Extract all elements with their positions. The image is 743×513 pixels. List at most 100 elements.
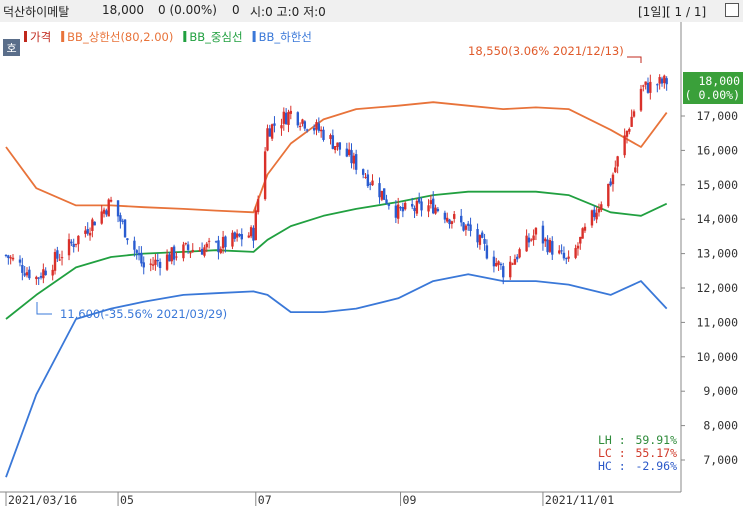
candle-111 xyxy=(366,169,370,188)
candle-120 xyxy=(396,197,400,224)
stat-value-0: 59.91% xyxy=(635,433,677,447)
candle-193 xyxy=(632,109,636,118)
candle-181 xyxy=(595,206,598,224)
stock-name[interactable]: 덕산하이메탈 xyxy=(3,5,70,19)
candle-body-36 xyxy=(121,220,124,222)
candle-95 xyxy=(315,119,318,136)
candle-body-30 xyxy=(102,209,106,214)
candle-94 xyxy=(312,124,316,135)
candle-165 xyxy=(544,237,547,247)
candle-3 xyxy=(11,253,15,262)
candle-body-41 xyxy=(137,252,141,256)
candle-body-111 xyxy=(366,174,370,187)
candle-136 xyxy=(448,218,451,229)
candle-body-160 xyxy=(527,237,531,243)
candle-body-177 xyxy=(581,228,584,239)
candle-body-15 xyxy=(53,252,57,271)
candle-body-62 xyxy=(205,243,208,248)
candle-23 xyxy=(77,235,80,252)
candle-172 xyxy=(565,257,568,265)
candle-110 xyxy=(364,172,367,179)
candle-69 xyxy=(231,230,234,250)
candle-168 xyxy=(551,236,554,260)
candle-body-42 xyxy=(140,252,143,264)
y-tick-label-7: 14,000 xyxy=(696,212,738,226)
candle-body-34 xyxy=(116,200,120,217)
candle-102 xyxy=(336,142,339,151)
candle-body-151 xyxy=(497,261,500,265)
candle-body-148 xyxy=(485,245,489,259)
candle-body-167 xyxy=(548,239,552,252)
candle-body-82 xyxy=(270,124,274,139)
candle-163 xyxy=(534,227,538,241)
candle-body-133 xyxy=(436,208,440,212)
candle-92 xyxy=(303,120,307,132)
candle-107 xyxy=(352,152,356,170)
candle-154 xyxy=(509,255,512,280)
candle-body-188 xyxy=(616,156,619,167)
candle-body-33 xyxy=(109,199,113,202)
candle-body-170 xyxy=(560,250,563,252)
candle-body-59 xyxy=(198,250,201,252)
candle-53 xyxy=(175,252,178,261)
candle-52 xyxy=(172,244,176,266)
candle-body-22 xyxy=(74,243,78,245)
candle-body-91 xyxy=(301,119,304,124)
candle-13 xyxy=(44,267,47,276)
candle-body-47 xyxy=(156,259,159,262)
candle-body-27 xyxy=(91,219,94,231)
candle-25 xyxy=(86,222,89,236)
candle-body-156 xyxy=(513,259,517,265)
candle-body-88 xyxy=(289,110,293,114)
title-bar: 덕산하이메탈 18,000 0 (0.00%) 0 시:0 고:0 저:0 [1… xyxy=(0,0,743,23)
candle-127 xyxy=(418,192,421,205)
candle-58 xyxy=(191,243,194,253)
candle-141 xyxy=(464,224,468,236)
candle-body-57 xyxy=(189,252,192,254)
candle-body-176 xyxy=(579,236,582,244)
candle-body-110 xyxy=(364,176,367,178)
candle-148 xyxy=(485,239,489,260)
candle-body-194 xyxy=(639,88,643,111)
candle-body-6 xyxy=(23,273,26,276)
candle-88 xyxy=(289,105,293,120)
candle-190 xyxy=(625,130,629,144)
candle-body-13 xyxy=(44,270,47,276)
candle-134 xyxy=(443,210,447,224)
candle-99 xyxy=(329,133,332,145)
candle-195 xyxy=(642,84,645,92)
candle-body-92 xyxy=(303,121,307,129)
candle-139 xyxy=(460,208,463,227)
candle-100 xyxy=(331,129,335,150)
badge-ho[interactable]: 호 xyxy=(3,39,20,56)
candle-8 xyxy=(28,266,31,280)
candle-body-105 xyxy=(347,149,351,155)
candle-157 xyxy=(516,254,519,263)
candle-body-9 xyxy=(35,276,38,280)
candle-body-131 xyxy=(432,198,435,214)
candle-104 xyxy=(345,142,349,158)
candle-body-113 xyxy=(371,180,374,186)
candle-body-166 xyxy=(546,239,549,253)
candle-body-108 xyxy=(354,154,358,170)
candle-body-200 xyxy=(658,77,661,84)
candle-18 xyxy=(60,250,64,266)
candle-body-53 xyxy=(175,256,178,258)
y-tick-label-1: 8,000 xyxy=(703,419,738,433)
candle-98 xyxy=(322,126,325,142)
candle-203 xyxy=(665,76,668,91)
candle-body-185 xyxy=(609,181,612,186)
candle-116 xyxy=(382,188,386,200)
window-icon[interactable] xyxy=(725,3,739,17)
candle-79 xyxy=(263,147,267,201)
candle-146 xyxy=(481,230,484,239)
candle-43 xyxy=(142,256,145,275)
candle-body-31 xyxy=(105,210,108,215)
candle-body-71 xyxy=(235,233,239,238)
candle-body-94 xyxy=(312,127,316,131)
period-label[interactable]: [1일][ 1 / 1] xyxy=(638,5,707,19)
candle-body-134 xyxy=(443,212,447,220)
candle-147 xyxy=(483,233,486,251)
candle-144 xyxy=(476,223,479,248)
legend-label-2: BB_중심선 xyxy=(189,30,242,44)
